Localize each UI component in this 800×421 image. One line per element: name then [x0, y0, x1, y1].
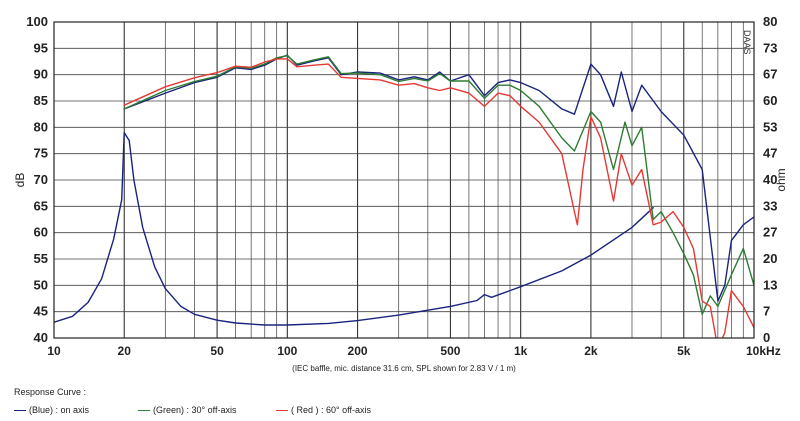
y-right-tick-label: 73 [763, 40, 777, 55]
y-right-tick-label: 33 [763, 198, 777, 213]
y-right-tick-label: 47 [763, 146, 777, 161]
y-left-tick-label: 70 [34, 172, 48, 187]
legend-label-red: ( Red ) : 60° off-axis [291, 405, 371, 415]
y-right-tick-label: 53 [763, 119, 777, 134]
legend-swatch-red [276, 409, 288, 411]
x-axis-ticks: 10 20 50 100 200 500 1k 2k 5k 10kHz [47, 344, 780, 358]
legend-item-red: ( Red ) : 60° off-axis [276, 405, 371, 415]
y-left-tick-label: 75 [34, 146, 48, 161]
series-line-red [123, 58, 754, 338]
x-tick-label: 10 [47, 344, 61, 358]
series-line-impedance [54, 131, 654, 326]
y-right-tick-label: 0 [763, 330, 770, 345]
legend-title: Response Curve : [14, 387, 87, 397]
y-right-tick-label: 7 [763, 304, 770, 319]
y-left-tick-label: 50 [34, 277, 48, 292]
y-left-tick-label: 40 [34, 330, 48, 345]
y-left-tick-label: 65 [34, 198, 48, 213]
x-tick-label: 2k [584, 344, 598, 358]
y-left-tick-label: 55 [34, 251, 48, 266]
measurement-caption: (IEC baffle, mic. distance 31.6 cm, SPL … [292, 364, 516, 373]
y-left-tick-label: 45 [34, 304, 48, 319]
y-right-tick-label: 13 [763, 277, 777, 292]
right-axis-title: ohm [774, 168, 788, 191]
y-left-tick-label: 80 [34, 119, 48, 134]
daas-watermark: DAAS [742, 30, 752, 55]
y-left-tick-label: 95 [34, 40, 48, 55]
y-right-tick-label: 80 [763, 14, 777, 29]
left-axis-ticks: 100 95 90 85 80 75 70 65 60 55 50 45 40 [26, 14, 48, 345]
chart-legend: Response Curve : (Blue) : on axis (Green… [14, 387, 794, 419]
y-right-tick-label: 20 [763, 251, 777, 266]
y-left-tick-label: 85 [34, 93, 48, 108]
y-left-tick-label: 90 [34, 67, 48, 82]
x-tick-label: 20 [118, 344, 132, 358]
right-axis-ticks: 80 73 67 60 53 47 40 33 27 20 13 7 0 [763, 14, 777, 345]
x-tick-label: 10kHz [746, 344, 781, 358]
legend-swatch-green [138, 409, 150, 411]
legend-label-green: (Green) : 30° off-axis [153, 405, 237, 415]
legend-item-blue: (Blue) : on axis [14, 405, 89, 415]
x-tick-label: 200 [348, 344, 368, 358]
legend-label-blue: (Blue) : on axis [29, 405, 90, 415]
x-tick-label: 100 [277, 344, 297, 358]
y-left-tick-label: 60 [34, 225, 48, 240]
plot-frame [53, 21, 755, 339]
y-left-tick-label: 100 [26, 14, 48, 29]
chart-grid [54, 22, 754, 338]
x-tick-label: 500 [440, 344, 460, 358]
x-tick-label: 5k [677, 344, 691, 358]
y-right-tick-label: 40 [763, 172, 777, 187]
series-line-green [123, 55, 754, 315]
y-right-tick-label: 60 [763, 93, 777, 108]
x-tick-label: 1k [514, 344, 528, 358]
x-tick-label: 50 [210, 344, 224, 358]
legend-item-green: (Green) : 30° off-axis [138, 405, 236, 415]
left-axis-title: dB [13, 173, 27, 188]
legend-swatch-blue [14, 409, 26, 411]
y-right-tick-label: 67 [763, 67, 777, 82]
y-right-tick-label: 27 [763, 225, 777, 240]
chart-series [54, 54, 754, 338]
